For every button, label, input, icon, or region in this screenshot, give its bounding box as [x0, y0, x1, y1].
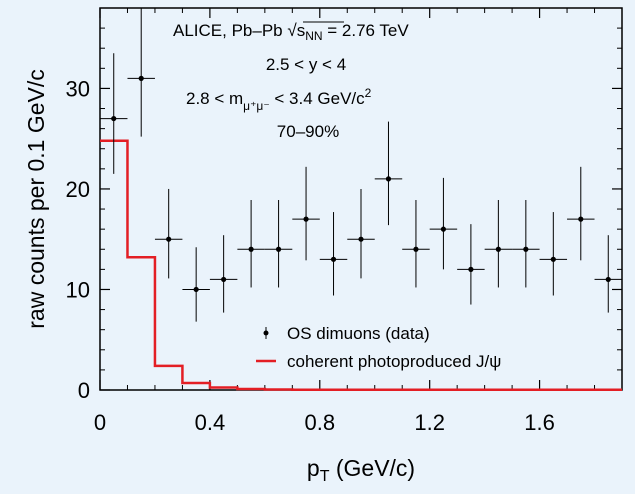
annotation-centrality: 70–90% — [277, 122, 339, 141]
legend-data-marker — [263, 330, 269, 336]
data-point — [605, 276, 611, 283]
model-step-line — [100, 139, 622, 392]
data-point — [248, 246, 254, 252]
x-tick-label: 1.2 — [414, 410, 445, 435]
data-point — [495, 246, 501, 252]
axis-ticks — [99, 8, 622, 391]
y-tick-label: 30 — [66, 76, 90, 101]
data-point — [330, 256, 337, 262]
x-tick-label: 0.8 — [304, 410, 335, 435]
data-point — [385, 176, 392, 182]
y-tick-label: 20 — [66, 177, 90, 202]
legend: OS dimuons (data) coherent photoproduced… — [256, 324, 501, 371]
x-tick-label: 0 — [94, 410, 106, 435]
y-tick-labels: 0 10 20 30 — [66, 76, 90, 403]
data-point — [221, 276, 227, 283]
data-point — [138, 75, 144, 81]
x-tick-labels: 0 0.4 0.8 1.2 1.6 — [94, 410, 555, 435]
x-tick-label: 0.4 — [195, 410, 226, 435]
data-point — [413, 246, 419, 252]
model-series — [100, 139, 622, 392]
y-tick-label: 10 — [66, 277, 90, 302]
y-axis-title: raw counts per 0.1 GeV/c — [23, 69, 49, 329]
legend-data-label: OS dimuons (data) — [287, 324, 430, 343]
annotation-mass-window: 2.8 < mμ⁺μ⁻ < 3.4 GeV/c2 — [186, 86, 372, 113]
data-point — [468, 266, 474, 272]
data-point — [523, 246, 529, 252]
data-point — [440, 226, 447, 232]
y-tick-label: 0 — [78, 378, 90, 403]
data-point — [111, 115, 117, 122]
data-series — [100, 8, 622, 322]
data-point — [166, 236, 172, 242]
data-point — [193, 286, 199, 293]
x-axis-title: pT (GeV/c) — [307, 455, 415, 485]
legend-model-label: coherent photoproduced J/ψ — [287, 352, 501, 371]
annotation-rapidity: 2.5 < y < 4 — [266, 55, 346, 74]
data-point — [550, 256, 556, 262]
data-point — [275, 246, 282, 252]
x-tick-label: 1.6 — [524, 410, 555, 435]
data-point — [303, 216, 309, 222]
annotation-collision: ALICE, Pb–Pb √sNN = 2.76 TeV — [173, 21, 409, 43]
data-point — [358, 236, 364, 242]
data-point — [578, 216, 584, 222]
